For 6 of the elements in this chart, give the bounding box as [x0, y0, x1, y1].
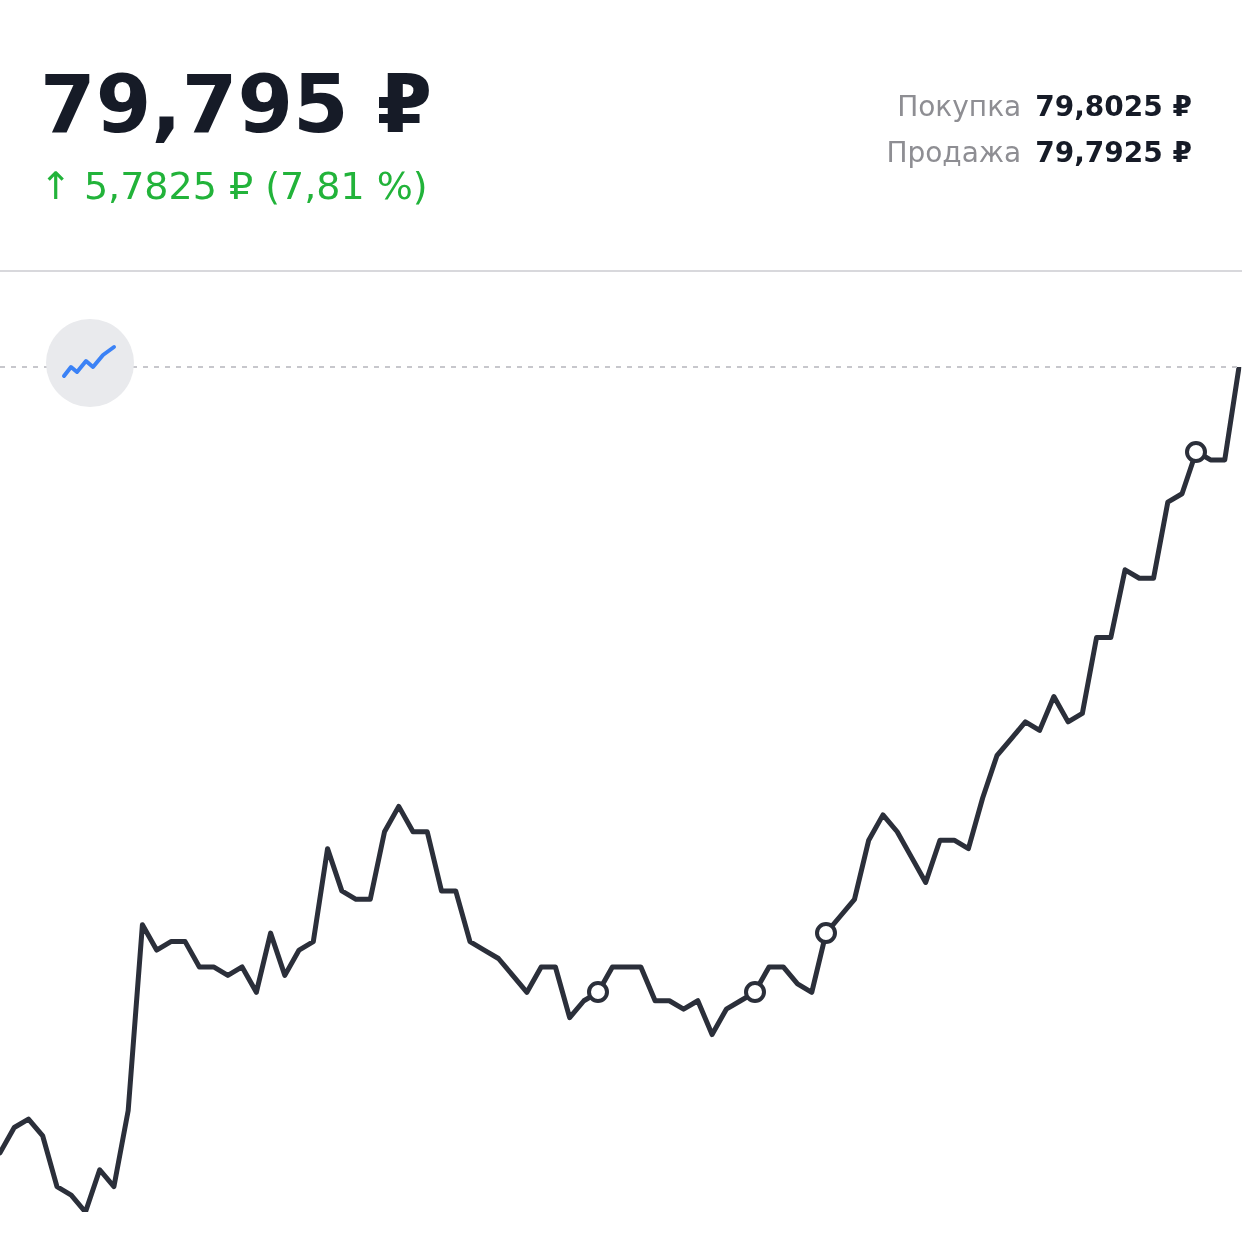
chart-subtitle: ↑ 5,7825 ₽ (7,81 %) [40, 163, 428, 209]
text: Продажа [886, 135, 1022, 171]
text: 79,8025 ₽ [1035, 89, 1192, 125]
text: Покупка [896, 89, 1022, 125]
chart-title: 79,795 ₽ [40, 58, 433, 151]
text: 79,7925 ₽ [1035, 135, 1192, 171]
